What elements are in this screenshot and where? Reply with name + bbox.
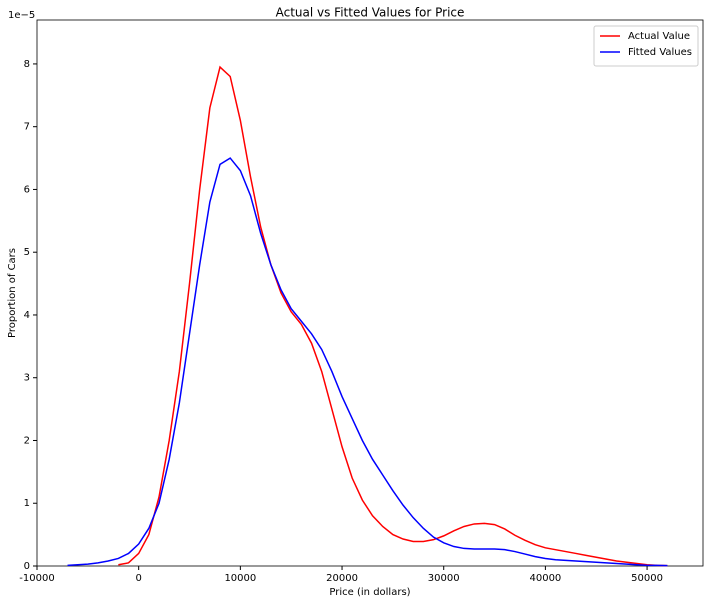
y-tick-label: 6 [24,184,30,195]
y-tick-label: 7 [24,122,30,133]
x-tick-label: 50000 [631,573,663,584]
y-offset-label: 1e−5 [8,10,35,21]
x-tick-label: -10000 [19,573,54,584]
y-tick-label: 1 [24,498,30,509]
y-tick-label: 0 [24,561,30,572]
y-tick-label: 3 [24,373,30,384]
series-line [67,157,668,567]
x-tick-label: 40000 [529,573,561,584]
y-tick-label: 8 [24,59,30,70]
x-tick-label: 10000 [224,573,256,584]
x-tick-label: 30000 [428,573,460,584]
plot-frame [36,19,704,567]
y-tick-label: 4 [24,310,30,321]
x-axis-label: Price (in dollars) [329,587,410,598]
x-tick-label: 0 [135,573,141,584]
y-tick-label: 5 [24,247,30,258]
x-tick-label: 20000 [326,573,358,584]
legend-label: Fitted Values [628,47,692,58]
chart-title: Actual vs Fitted Values for Price [276,6,465,20]
y-tick-label: 2 [24,435,30,446]
series-line [118,65,668,567]
y-axis-label: Proportion of Cars [7,248,18,338]
legend-label: Actual Value [628,31,690,42]
